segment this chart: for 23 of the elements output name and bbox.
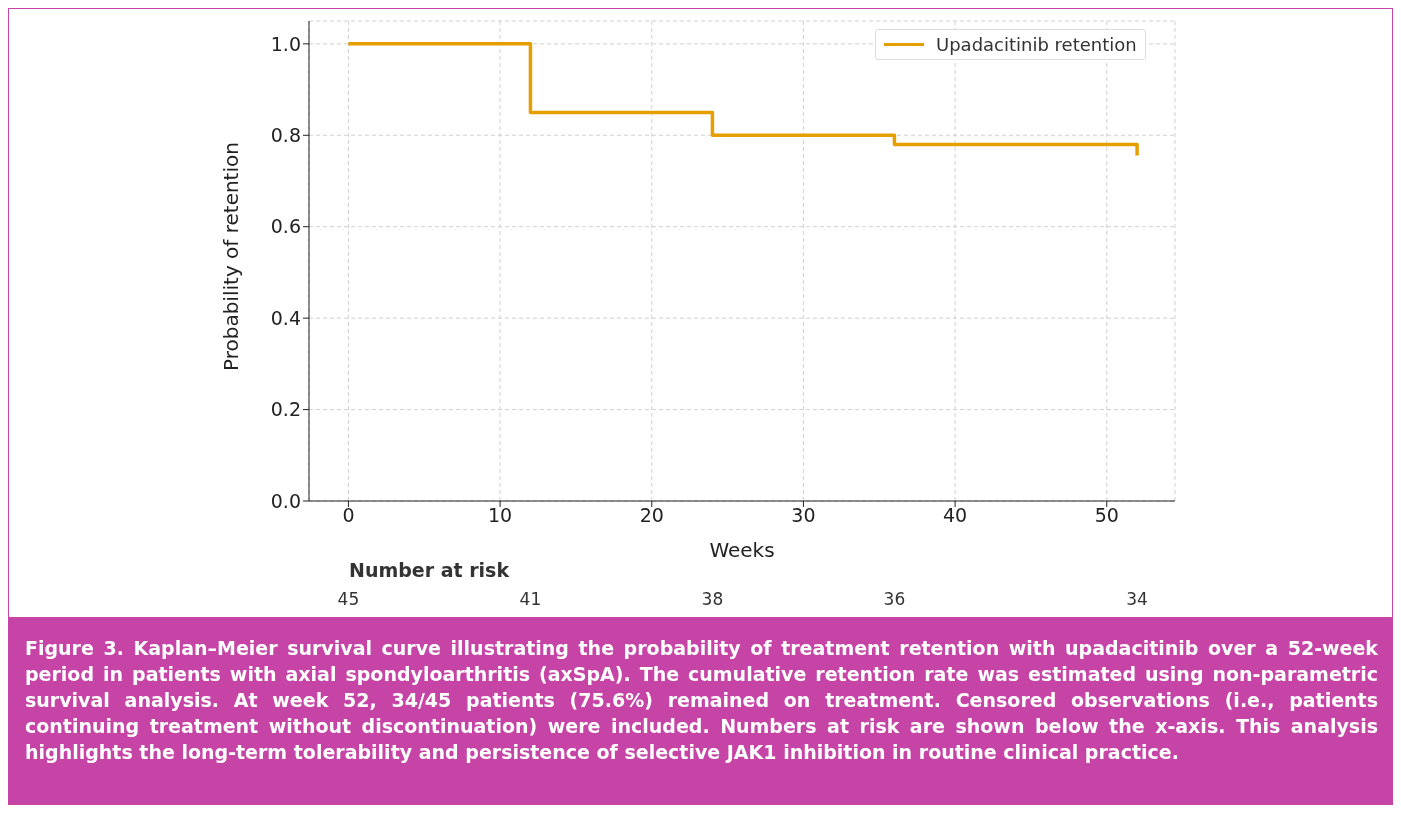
y-tick-label: 0.8 [270,124,301,147]
text: 45 [336,589,361,609]
legend-label: Upadacitinib retention [936,34,1137,55]
x-tick-label: 50 [1094,504,1119,527]
y-tick-label: 0.0 [270,489,301,512]
x-tick-label: 10 [488,504,513,527]
caption: Figure 3. Kaplan–Meier survival curve illustrating the probability of treatment retention with upadacitinib over a 52-week period in patients with axial spondyloarthritis (axSpA). The cumulative retention rate was estimated using non-parametric survival analysis. At week 52, 34/45 patients (75.6%) remained on treatment. Censored observations (i.e., patients continuing treatment without discontinuation) were included. Numbers at risk are shown below the x-axis. This analysis highlights the long-term tolerability and persistence of selective JAK1 inhibition in routine clinical practice. [9,617,1392,804]
text: 34 [1125,589,1149,609]
x-tick-label: 30 [791,504,816,527]
y-axis-title: Probability of retention [219,142,244,371]
x-tick-label: 0 [342,504,355,527]
legend-box: Upadacitinib retention [875,29,1146,60]
x-tick-label: 20 [639,504,664,527]
y-tick-label: 1.0 [270,32,301,55]
text: 38 [700,589,725,609]
text: 36 [882,589,907,609]
y-tick-label: 0.6 [270,215,301,238]
text: Number at risk [349,559,510,581]
text: 41 [518,589,543,609]
x-tick-label: 40 [942,504,968,527]
y-tick-label: 0.2 [270,398,301,421]
x-axis-title: Weeks [709,538,775,562]
y-tick-label: 0.4 [270,306,301,329]
